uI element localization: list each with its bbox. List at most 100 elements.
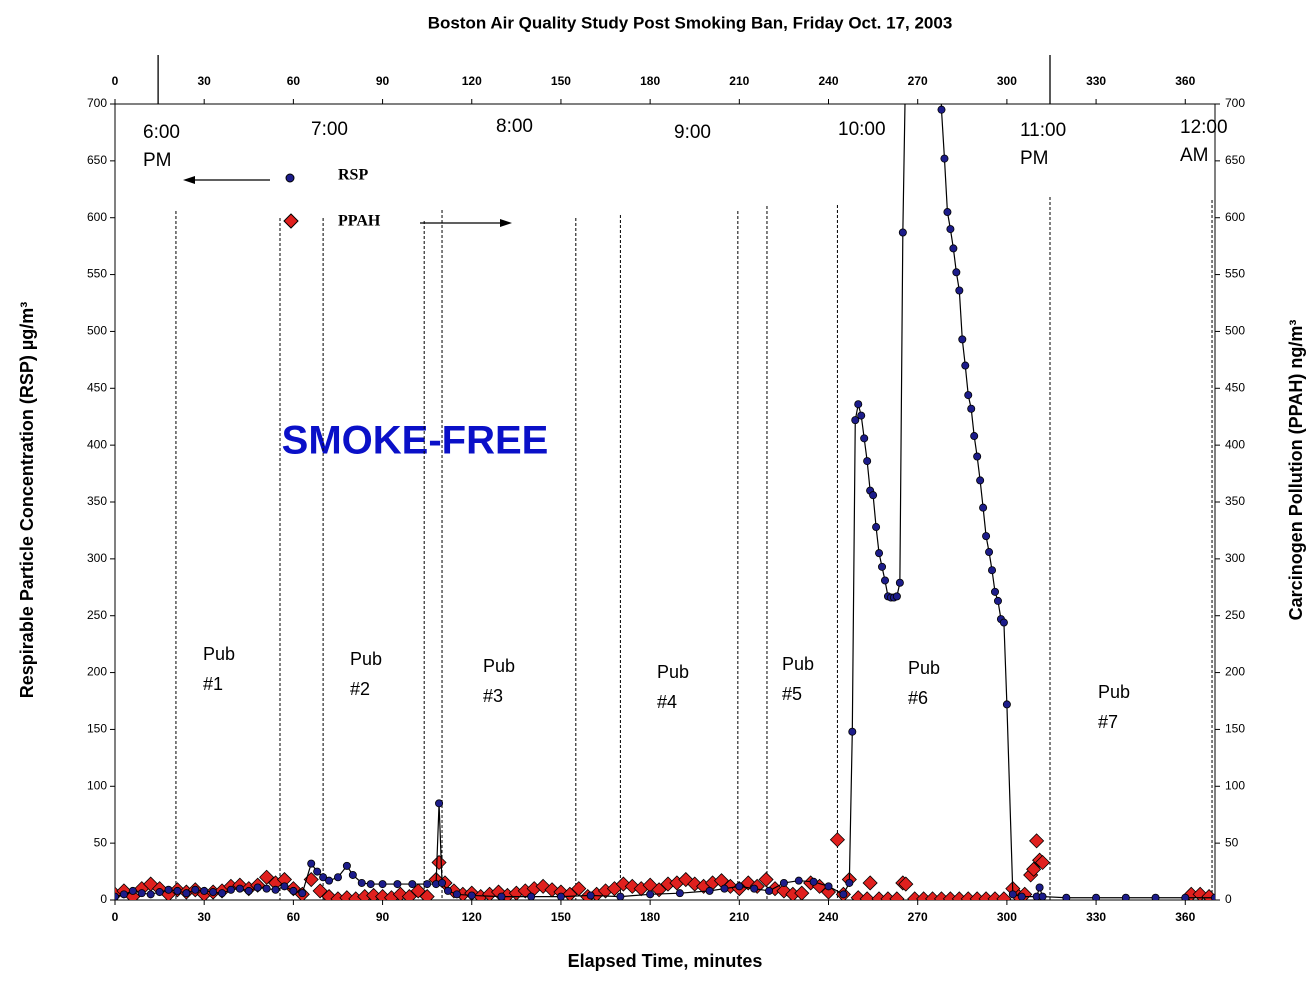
data-point — [949, 244, 958, 253]
data-point — [779, 878, 788, 887]
data-point — [705, 886, 714, 895]
y2-tick-label: 400 — [1225, 437, 1245, 451]
x-top-tick-label: 210 — [729, 74, 749, 88]
data-point — [280, 882, 289, 891]
data-point — [423, 880, 432, 889]
x-tick-label: 60 — [287, 910, 301, 924]
y2-tick-label: 0 — [1225, 892, 1232, 906]
data-point — [586, 891, 595, 900]
y-tick-label: 300 — [87, 551, 107, 565]
data-point — [860, 434, 869, 443]
data-point — [869, 491, 878, 500]
data-point — [750, 884, 759, 893]
data-point — [993, 596, 1002, 605]
data-point — [209, 888, 218, 897]
data-point — [235, 884, 244, 893]
data-point — [898, 228, 907, 237]
time-label: 11:00 — [1020, 120, 1066, 141]
data-point — [218, 889, 227, 898]
x-tick-label: 300 — [997, 910, 1017, 924]
time-label: PM — [1020, 148, 1049, 169]
y2-tick-label: 200 — [1225, 665, 1245, 679]
data-point — [735, 882, 744, 891]
pub-label: #6 — [908, 688, 928, 708]
x-top-tick-label: 60 — [287, 74, 301, 88]
time-label: 10:00 — [838, 119, 886, 140]
time-label: 7:00 — [311, 119, 348, 140]
data-point — [319, 873, 328, 882]
pub-label: Pub — [483, 656, 515, 676]
data-point — [881, 576, 890, 585]
data-point — [467, 891, 476, 900]
data-point — [875, 549, 884, 558]
data-point — [342, 861, 351, 870]
data-point — [419, 889, 435, 900]
data-point — [452, 890, 461, 899]
data-point — [985, 548, 994, 557]
data-point — [128, 886, 137, 895]
data-point — [943, 208, 952, 217]
data-point — [1062, 893, 1071, 900]
data-point — [146, 890, 155, 899]
data-point — [898, 876, 914, 892]
data-point — [958, 335, 967, 344]
data-point — [848, 727, 857, 736]
data-point — [809, 877, 818, 886]
data-point — [824, 882, 833, 891]
x-tick-label: 90 — [376, 910, 390, 924]
data-point — [851, 416, 860, 425]
y2-tick-label: 50 — [1225, 835, 1239, 849]
data-point — [408, 880, 417, 889]
data-point — [857, 411, 866, 420]
y-tick-label: 400 — [87, 437, 107, 451]
data-point — [863, 457, 872, 466]
data-point — [967, 404, 976, 413]
legend-marker — [285, 173, 295, 183]
pub-label: Pub — [1098, 682, 1130, 702]
data-point — [401, 889, 417, 900]
chart-title: Boston Air Quality Study Post Smoking Ba… — [428, 13, 953, 32]
pub-label: Pub — [782, 654, 814, 674]
data-point — [1008, 890, 1017, 899]
legend-label: RSP — [338, 167, 368, 184]
data-point — [137, 889, 146, 898]
data-point — [443, 886, 452, 895]
data-point — [115, 892, 119, 900]
y-tick-label: 200 — [87, 665, 107, 679]
y2-tick-label: 300 — [1225, 551, 1245, 565]
data-point — [1035, 854, 1051, 871]
pub-label: #7 — [1098, 712, 1118, 732]
y2-tick-label: 450 — [1225, 380, 1245, 394]
y-axis-label: Respirable Particle Concentration (RSP) … — [17, 302, 37, 698]
data-point — [991, 587, 1000, 596]
y2-tick-label: 350 — [1225, 494, 1245, 508]
x-top-tick-label: 360 — [1175, 74, 1195, 88]
pub-label: Pub — [908, 658, 940, 678]
data-point — [348, 870, 357, 879]
data-point — [378, 880, 387, 889]
x-tick-label: 210 — [729, 910, 749, 924]
x-top-tick-label: 120 — [462, 74, 482, 88]
y-tick-label: 50 — [94, 835, 108, 849]
time-label: 6:00 — [143, 122, 180, 143]
y-tick-label: 350 — [87, 494, 107, 508]
data-point — [988, 566, 997, 575]
plot-area — [115, 104, 1215, 900]
pub-label: #2 — [350, 679, 370, 699]
y2-tick-label: 250 — [1225, 608, 1245, 622]
x-tick-label: 150 — [551, 910, 571, 924]
x-tick-label: 240 — [818, 910, 838, 924]
pub-label: #4 — [657, 692, 677, 712]
time-label: 9:00 — [674, 122, 711, 143]
data-point — [164, 885, 173, 894]
x-top-tick-label: 90 — [376, 74, 390, 88]
data-point — [675, 889, 684, 898]
legend-label: PPAH — [338, 213, 381, 230]
data-point — [435, 799, 444, 808]
data-point — [878, 562, 887, 571]
data-point — [155, 888, 164, 897]
data-point — [410, 883, 426, 899]
data-point — [325, 876, 334, 885]
pub-label: #5 — [782, 684, 802, 704]
data-point — [964, 391, 973, 400]
